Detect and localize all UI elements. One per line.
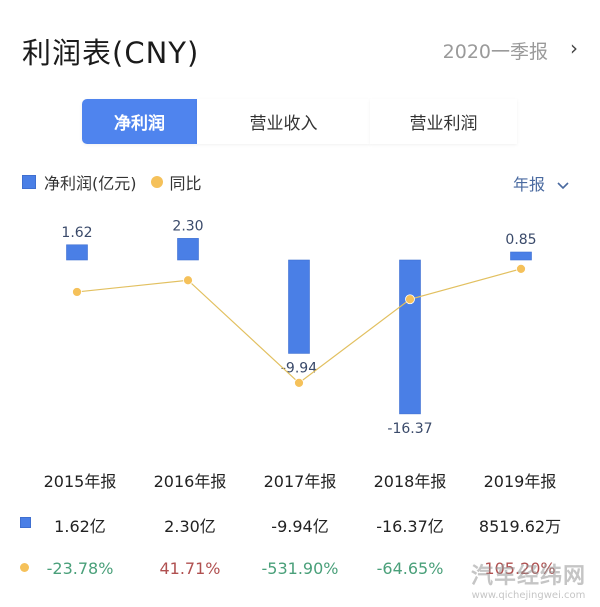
bar-series-marker-icon (20, 517, 31, 528)
bar-legend-icon (22, 175, 36, 189)
bar-2019年报[interactable] (510, 251, 532, 261)
bar-2017年报[interactable] (288, 259, 310, 354)
table-header-cell: 2019年报 (483, 472, 557, 491)
bar-2016年报[interactable] (177, 238, 199, 261)
table-cell: -531.90% (261, 559, 339, 578)
table-cell: -9.94亿 (271, 517, 329, 536)
table-cell: -64.65% (376, 559, 444, 578)
watermark-url: www.qichejingwei.com (471, 590, 586, 601)
range-label: 年报 (513, 175, 546, 194)
table-cell: -16.37亿 (376, 517, 444, 536)
table-header-cell: 2015年报 (43, 472, 117, 491)
line-series-marker-icon (20, 563, 29, 572)
yoy-point[interactable] (183, 275, 193, 286)
table-header-cell: 2018年报 (373, 472, 447, 491)
yoy-point[interactable] (72, 287, 82, 297)
page-title: 利润表(CNY) (22, 36, 200, 70)
chevron-right-icon[interactable]: › (570, 36, 578, 60)
table-cell: -23.78% (46, 559, 114, 578)
bar-2018年报[interactable] (399, 259, 421, 415)
bar-value-label: 2.30 (172, 218, 203, 234)
table-cell: 1.62亿 (54, 517, 106, 536)
range-selector[interactable]: 年报 (513, 171, 570, 195)
table-row-net-profit: 1.62亿 2.30亿 -9.94亿 -16.37亿 8519.62万 (20, 513, 580, 553)
bar-value-label: -9.94 (281, 360, 317, 376)
watermark: 汽车经纬网 www.qichejingwei.com (471, 558, 586, 601)
bar-2015年报[interactable] (66, 244, 88, 261)
yoy-point[interactable] (516, 263, 526, 274)
table-row-yoy: -23.78% 41.71% -531.90% -64.65% 105.20% (20, 559, 580, 599)
table-header-cell: 2017年报 (263, 472, 337, 491)
yoy-point[interactable] (294, 378, 304, 388)
yoy-point[interactable] (405, 294, 415, 305)
tab-operating-profit[interactable]: 营业利润 (370, 99, 517, 144)
bar-value-label: 0.85 (505, 232, 536, 248)
legend-line-label: 同比 (169, 174, 202, 193)
legend-bar-label: 净利润(亿元) (44, 174, 137, 193)
table-cell: 2.30亿 (164, 517, 216, 536)
tab-operating-revenue[interactable]: 营业收入 (197, 99, 370, 144)
table-cell: 105.20% (484, 559, 556, 578)
table-cell: 41.71% (159, 559, 221, 578)
net-profit-chart: 1.62 2.30 -9.94 -16.37 0.85 (61, 218, 536, 437)
chart-legend: 净利润(亿元) 同比 (22, 170, 202, 194)
metric-tabs: 净利润 营业收入 营业利润 (82, 99, 517, 144)
bar-value-label: -16.37 (387, 421, 432, 437)
table-cell: 8519.62万 (478, 517, 562, 536)
table-header-cell: 2016年报 (153, 472, 227, 491)
tab-net-profit[interactable]: 净利润 (82, 99, 197, 144)
line-legend-icon (150, 176, 163, 188)
table-header-row: 2015年报 2016年报 2017年报 2018年报 2019年报 (20, 468, 580, 508)
period-selector[interactable]: 2020一季报 (442, 41, 548, 63)
watermark-title: 汽车经纬网 (470, 564, 586, 589)
chevron-down-icon (557, 181, 569, 189)
bar-value-label: 1.62 (61, 225, 92, 241)
